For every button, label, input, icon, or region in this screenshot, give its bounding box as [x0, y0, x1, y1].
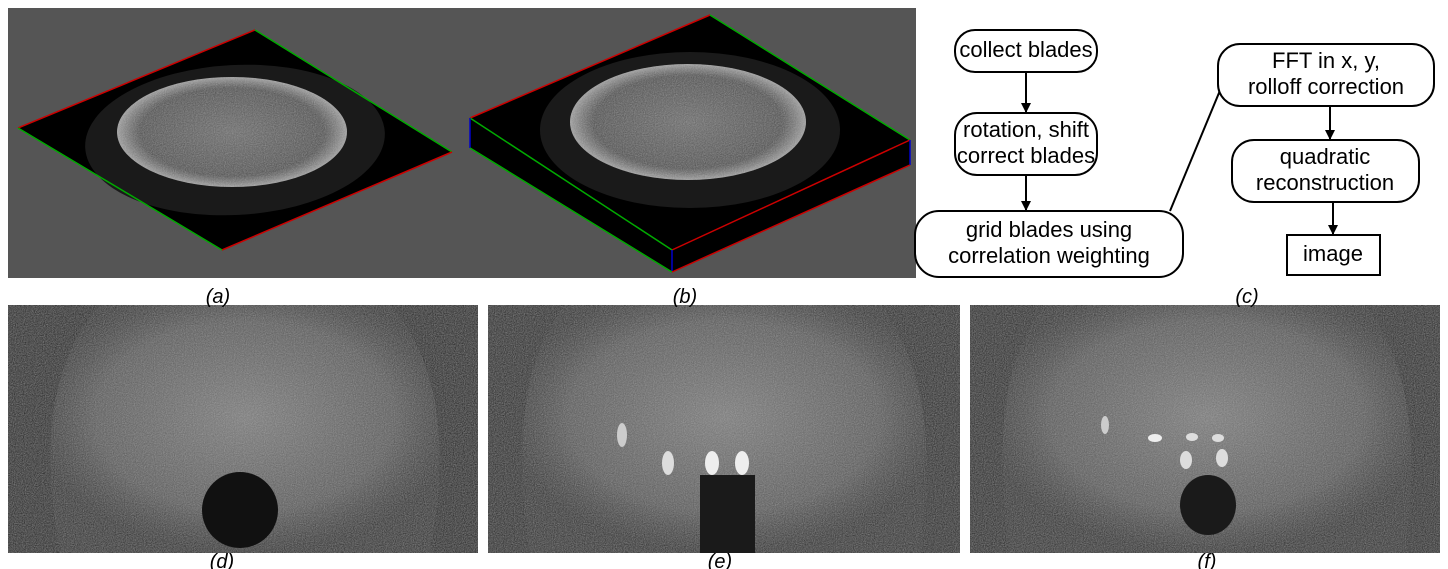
node-label: correct blades — [957, 143, 1095, 168]
panel-label: (d) — [210, 551, 234, 569]
panel-label: (e) — [708, 551, 732, 569]
node-label: grid blades using — [966, 217, 1132, 242]
node-label: quadratic — [1280, 144, 1371, 169]
node-label: reconstruction — [1256, 170, 1394, 195]
node-label: rolloff correction — [1248, 74, 1404, 99]
node-label: FFT in x, y, — [1272, 48, 1380, 73]
panel-label: (f) — [1198, 551, 1217, 569]
panel-label: (a) — [206, 286, 230, 308]
panel-label: (b) — [673, 286, 697, 308]
image-e — [488, 305, 960, 553]
node-label: correlation weighting — [948, 243, 1150, 268]
figure: (a) (b) (c) (d) (e) (f) collect blades rotation… — [0, 0, 1448, 569]
node-label: rotation, shift — [963, 117, 1089, 142]
image-d — [8, 305, 478, 553]
node-label: image — [1303, 241, 1363, 266]
node-label: collect blades — [959, 37, 1092, 62]
arrow — [1170, 76, 1226, 211]
panel-label: (c) — [1235, 286, 1258, 308]
image-f — [970, 305, 1440, 553]
